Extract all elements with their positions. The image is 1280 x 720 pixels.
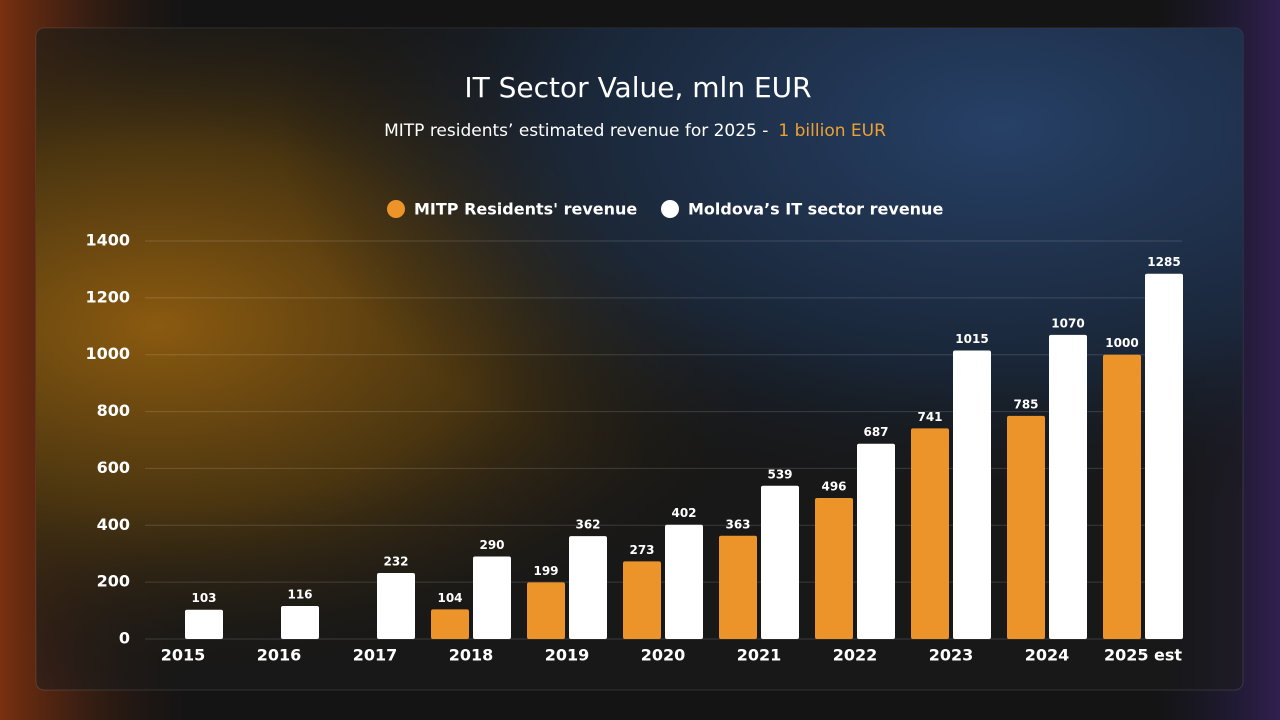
value-label: 103 [191,591,216,605]
legend-label: Moldova’s IT sector revenue [688,200,943,219]
value-label: 539 [767,467,792,481]
value-label: 104 [437,591,462,605]
value-label: 362 [575,518,600,532]
y-tick-label: 1200 [85,287,130,306]
y-tick-label: 1000 [85,344,130,363]
x-tick-label: 2023 [929,646,974,665]
y-tick-label: 1400 [85,231,130,250]
x-tick-label: 2024 [1025,646,1070,665]
x-tick-label: 2025 est [1104,646,1182,665]
bar [1145,273,1183,639]
legend: MITP Residents' revenue Moldova’s IT sect… [387,200,943,219]
bar [1049,334,1087,639]
value-label: 273 [629,543,654,557]
bar [473,556,511,639]
value-label: 785 [1013,397,1038,411]
subtitle: MITP residents’ estimated revenue for 20… [384,121,886,141]
chart-title: IT Sector Value, mln EUR [464,71,811,104]
bar [761,485,799,639]
value-label: 741 [917,410,942,424]
value-label: 1015 [955,332,988,346]
legend-label: MITP Residents' revenue [414,200,637,219]
value-label: 363 [725,517,750,531]
legend-marker [387,200,405,218]
value-label: 232 [383,555,408,569]
value-label: 116 [287,588,312,602]
bar [911,428,949,639]
y-tick-label: 200 [97,572,130,591]
bar [623,561,661,639]
x-tick-label: 2018 [449,646,494,665]
bar [1007,415,1045,639]
y-tick-label: 600 [97,458,130,477]
bar [377,573,415,639]
subtitle-text: MITP residents’ estimated revenue for 20… [384,121,768,141]
bar [815,497,853,639]
value-label: 1285 [1147,255,1180,269]
value-label: 290 [479,538,504,552]
y-tick-label: 400 [97,515,130,534]
bar [281,606,319,639]
bar [1103,354,1141,639]
subtitle-highlight: 1 billion EUR [778,121,886,141]
bar [857,443,895,639]
value-label: 496 [821,479,846,493]
x-tick-label: 2015 [161,646,206,665]
y-tick-label: 800 [97,401,130,420]
bar [431,609,469,639]
x-tick-label: 2022 [833,646,878,665]
x-tick-label: 2021 [737,646,782,665]
value-label: 1000 [1105,336,1138,350]
bar [719,535,757,639]
value-label: 1070 [1051,316,1084,330]
bar [569,536,607,639]
x-tick-label: 2020 [641,646,686,665]
bar [527,582,565,639]
x-tick-label: 2019 [545,646,590,665]
x-tick-label: 2016 [257,646,302,665]
bar [953,350,991,639]
legend-marker [661,200,679,218]
bar [665,524,703,639]
y-tick-label: 0 [119,629,130,648]
value-label: 199 [533,564,558,578]
value-label: 687 [863,425,888,439]
x-tick-label: 2017 [353,646,398,665]
value-label: 402 [671,506,696,520]
bar [185,609,223,639]
